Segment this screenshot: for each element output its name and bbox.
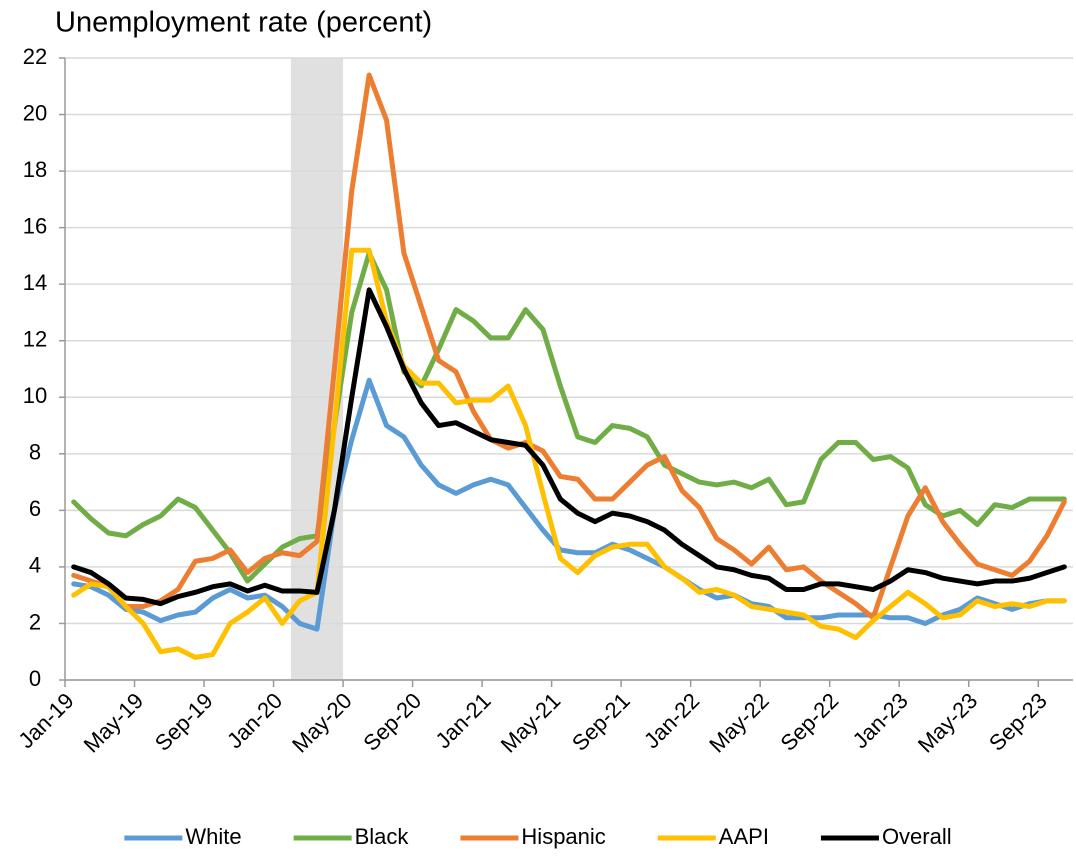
x-tick-label: Jan-23 [848, 688, 913, 753]
x-tick-label: May-22 [704, 688, 774, 758]
legend-label: Hispanic [521, 824, 605, 849]
x-tick-label: Jan-20 [222, 688, 287, 753]
y-tick-label: 22 [23, 44, 47, 69]
y-tick-label: 0 [29, 666, 41, 691]
legend-label: Overall [882, 824, 952, 849]
y-tick-label: 8 [29, 440, 41, 465]
series-line [71, 287, 1067, 607]
legend-label: Black [355, 824, 410, 849]
y-tick-label: 2 [29, 609, 41, 634]
x-tick-label: Sep-23 [984, 688, 1052, 756]
series-line [71, 247, 1067, 660]
x-tick-label: Jan-19 [13, 688, 78, 753]
y-tick-label: 6 [29, 496, 41, 521]
x-tick-label: May-20 [287, 688, 357, 758]
x-tick-label: May-23 [913, 688, 983, 758]
series-line [71, 72, 1067, 621]
x-tick-label: Sep-21 [567, 688, 635, 756]
legend-label: White [185, 824, 241, 849]
series-line [71, 250, 1067, 584]
x-tick-label: May-21 [496, 688, 566, 758]
x-tick-label: May-19 [79, 688, 149, 758]
x-tick-label: Jan-22 [639, 688, 704, 753]
series-line [71, 377, 1067, 632]
legend-label: AAPI [719, 824, 769, 849]
y-tick-label: 12 [23, 327, 47, 352]
y-tick-label: 10 [23, 383, 47, 408]
y-tick-label: 20 [23, 100, 47, 125]
x-tick-label: Sep-22 [775, 688, 843, 756]
x-tick-label: Jan-21 [430, 688, 495, 753]
x-tick-label: Sep-20 [358, 688, 426, 756]
y-tick-label: 14 [23, 270, 47, 295]
y-tick-label: 16 [23, 213, 47, 238]
y-tick-label: 4 [29, 553, 41, 578]
y-tick-label: 18 [23, 157, 47, 182]
x-tick-label: Sep-19 [150, 688, 218, 756]
chart-title: Unemployment rate (percent) [55, 7, 432, 39]
